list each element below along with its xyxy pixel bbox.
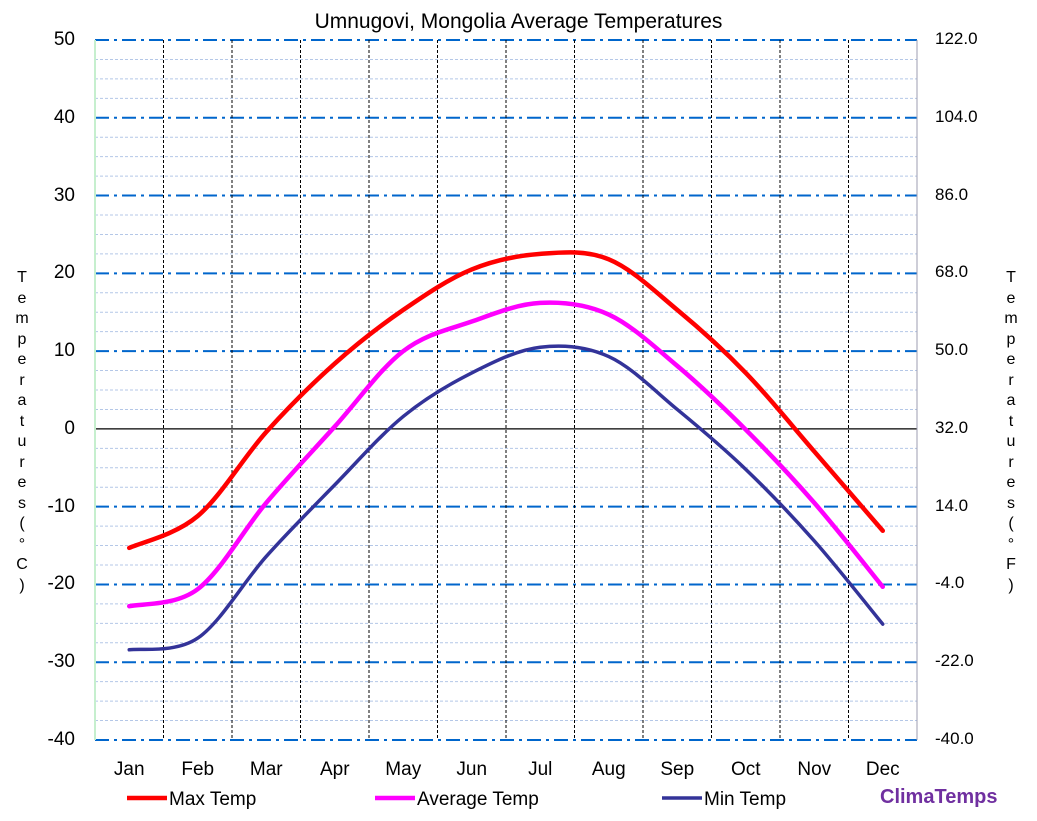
x-tick-label: Aug xyxy=(592,759,626,780)
y-right-tick-label: -22.0 xyxy=(935,651,974,671)
x-tick-label: Mar xyxy=(250,759,283,780)
y-right-tick-label: 68.0 xyxy=(935,262,969,282)
y-right-tick-label: 122.0 xyxy=(935,29,978,48)
x-tick-label: Nov xyxy=(797,759,831,780)
y-tick-label: 30 xyxy=(53,184,75,206)
legend-label: Average Temp xyxy=(417,789,539,810)
y-tick-label: -10 xyxy=(47,495,75,517)
brand-logo: ClimaTemps xyxy=(880,786,998,808)
y-right-tick-label: 104.0 xyxy=(935,106,978,126)
y-tick-label: 10 xyxy=(53,340,75,362)
series-line-min-temp xyxy=(127,344,885,652)
series-line-max-temp xyxy=(127,250,885,551)
x-tick-label: Sep xyxy=(660,759,694,780)
x-tick-label: Jun xyxy=(456,759,487,780)
y-tick-label: 50 xyxy=(53,29,75,50)
y-right-tick-label: -40.0 xyxy=(935,729,974,748)
x-tick-label: Oct xyxy=(731,759,761,780)
y-tick-label: 0 xyxy=(64,417,75,439)
legend-label: Min Temp xyxy=(704,789,786,810)
x-tick-label: Jan xyxy=(114,759,145,780)
y-right-tick-label: 86.0 xyxy=(935,184,969,204)
y-right-tick-label: 14.0 xyxy=(935,495,969,515)
legend-label: Max Temp xyxy=(169,789,256,810)
y-right-tick-label: -4.0 xyxy=(935,573,965,593)
x-tick-label: Dec xyxy=(866,759,900,780)
x-tick-label: Apr xyxy=(320,759,350,780)
y-right-tick-label: 50.0 xyxy=(935,340,969,360)
y-tick-label: -30 xyxy=(47,651,75,673)
series-line-average-temp xyxy=(127,300,885,609)
y-tick-label: -40 xyxy=(47,729,75,750)
x-tick-label: May xyxy=(385,759,421,780)
y-tick-label: -20 xyxy=(47,573,75,595)
x-tick-label: Feb xyxy=(181,759,214,780)
y-tick-label: 20 xyxy=(53,262,75,284)
y-right-tick-label: 32.0 xyxy=(935,417,969,437)
y-tick-label: 40 xyxy=(53,106,75,128)
x-tick-label: Jul xyxy=(528,759,552,780)
chart-title: Umnugovi, Mongolia Average Temperatures xyxy=(314,10,723,33)
